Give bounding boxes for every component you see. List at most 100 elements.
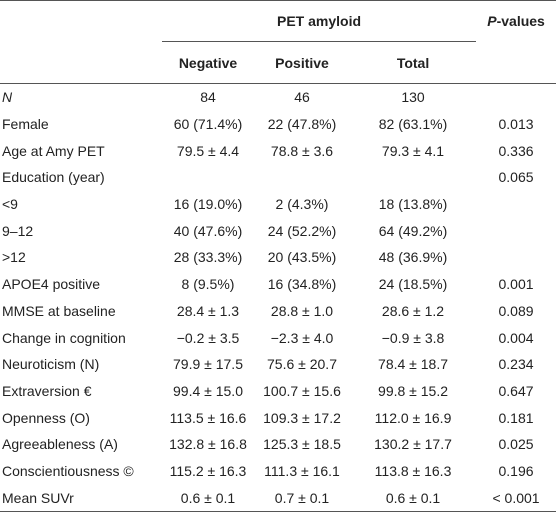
cell: 8 (9.5%)	[181, 276, 235, 293]
table-row: Change in cognition −0.2 ± 3.5 −2.3 ± 4.0 −…	[0, 324, 556, 351]
table-row: Openness (O) 113.5 ± 16.6 109.3 ± 17.2 112.…	[0, 404, 556, 431]
p-value: 0.001	[498, 276, 534, 293]
table-row: Agreeableness (A) 132.8 ± 16.8 125.3 ± 18.…	[0, 431, 556, 458]
cell: 60 (71.4%)	[173, 116, 243, 133]
group-header: PET amyloid	[162, 0, 477, 42]
p-value	[476, 191, 556, 218]
table-row: Age at Amy PET 79.5 ± 4.4 78.8 ± 3.6 79.3 ±…	[0, 137, 556, 164]
cell: 24 (18.5%)	[378, 276, 448, 293]
p-value: 0.025	[498, 436, 534, 453]
cell: 79.3 ± 4.1	[381, 142, 445, 159]
cell: 0.7 ± 0.1	[254, 484, 350, 513]
row-label: >12	[2, 249, 26, 266]
cell: 16 (19.0%)	[173, 196, 243, 213]
table-row: Conscientiousness © 115.2 ± 16.3 111.3 ± 1…	[0, 458, 556, 485]
p-value: 0.181	[498, 409, 534, 426]
cell: 109.3 ± 17.2	[263, 409, 341, 426]
row-label: Conscientiousness ©	[2, 462, 134, 479]
column-header: Total	[350, 41, 477, 84]
row-label: Openness (O)	[2, 409, 90, 426]
cell	[350, 164, 476, 191]
cell: 64 (49.2%)	[378, 222, 448, 239]
row-label: APOE4 positive	[2, 276, 101, 293]
row-label: Agreeableness (A)	[2, 436, 118, 453]
row-label: 9–12	[2, 222, 34, 239]
cell: −2.3 ± 4.0	[270, 329, 334, 346]
cell: 99.8 ± 15.2	[378, 382, 448, 399]
cell: 16 (34.8%)	[267, 276, 337, 293]
column-header: Positive	[254, 41, 350, 84]
cell: 20 (43.5%)	[267, 249, 337, 266]
row-label: Extraversion €	[2, 382, 92, 399]
p-value	[476, 244, 556, 271]
cell: 28.4 ± 1.3	[176, 302, 240, 319]
cell: 28.6 ± 1.2	[381, 302, 445, 319]
cell: −0.9 ± 3.8	[381, 329, 445, 346]
cell: 0.6 ± 0.1	[162, 484, 254, 513]
cell: 112.0 ± 16.9	[374, 409, 452, 426]
header-row: PET amyloid P-values	[0, 0, 556, 42]
row-label: <9	[2, 196, 18, 213]
p-header: P-values	[476, 0, 556, 42]
table-row: 9–12 40 (47.6%) 24 (52.2%) 64 (49.2%)	[0, 217, 556, 244]
row-label: N	[2, 89, 13, 106]
cell: 100.7 ± 15.6	[263, 382, 341, 399]
p-value	[476, 84, 556, 111]
cell: 75.6 ± 20.7	[267, 356, 337, 373]
p-value: 0.336	[498, 142, 534, 159]
cell: 24 (52.2%)	[267, 222, 337, 239]
cell: 18 (13.8%)	[378, 196, 448, 213]
cell: 113.5 ± 16.6	[169, 409, 247, 426]
p-value: 0.089	[498, 302, 534, 319]
cell: 79.9 ± 17.5	[173, 356, 243, 373]
subheader-row: Negative Positive Total	[0, 41, 556, 84]
cell: 130	[401, 89, 425, 106]
cell: 111.3 ± 16.1	[264, 462, 340, 479]
p-header-italic: P	[487, 13, 497, 30]
table-row: MMSE at baseline 28.4 ± 1.3 28.8 ± 1.0 28.6…	[0, 298, 556, 325]
p-value: 0.234	[498, 356, 534, 373]
p-value: 0.013	[498, 116, 534, 133]
cell: 2 (4.3%)	[275, 196, 329, 213]
cell: 130.2 ± 17.7	[374, 436, 452, 453]
table-row: Mean SUVr 0.6 ± 0.1 0.7 ± 0.1 0.6 ± 0.1 < 0.…	[0, 484, 556, 513]
row-label: Age at Amy PET	[2, 142, 105, 159]
cell: 113.8 ± 16.3	[374, 462, 452, 479]
cell: 48 (36.9%)	[378, 249, 448, 266]
cell: 28 (33.3%)	[173, 249, 243, 266]
cell: 99.4 ± 15.0	[173, 382, 243, 399]
cell: 125.3 ± 18.5	[263, 436, 341, 453]
table-row: <9 16 (19.0%) 2 (4.3%) 18 (13.8%)	[0, 191, 556, 218]
row-label: MMSE at baseline	[2, 302, 116, 319]
table-row: >12 28 (33.3%) 20 (43.5%) 48 (36.9%)	[0, 244, 556, 271]
table-row: Female 60 (71.4%) 22 (47.8%) 82 (63.1%) 0.01…	[0, 111, 556, 138]
cell: 46	[294, 89, 310, 106]
header-empty	[0, 41, 162, 84]
p-value: 0.004	[498, 329, 534, 346]
p-value: 0.065	[498, 169, 534, 186]
cell	[162, 164, 254, 191]
row-label: Change in cognition	[2, 329, 126, 346]
cell: 40 (47.6%)	[173, 222, 243, 239]
row-label: Education (year)	[2, 169, 105, 186]
cell: 115.2 ± 16.3	[169, 462, 247, 479]
p-value: 0.196	[498, 462, 534, 479]
p-value	[476, 217, 556, 244]
p-value: 0.647	[498, 382, 534, 399]
cell: 78.8 ± 3.6	[270, 142, 334, 159]
cell: 79.5 ± 4.4	[176, 142, 240, 159]
table-row: Neuroticism (N) 79.9 ± 17.5 75.6 ± 20.7 78.…	[0, 351, 556, 378]
cell: 132.8 ± 16.8	[169, 436, 247, 453]
cell: 84	[200, 89, 216, 106]
cell: 28.8 ± 1.0	[270, 302, 334, 319]
table-row: APOE4 positive 8 (9.5%) 16 (34.8%) 24 (18.5…	[0, 271, 556, 298]
cell: 78.4 ± 18.7	[378, 356, 448, 373]
table-row: Education (year) 0.065	[0, 164, 556, 191]
cell: 82 (63.1%)	[378, 116, 448, 133]
table-body: N 84 46 130 Female 60 (71.4%) 22 (47.8%) 82 (63…	[0, 84, 556, 513]
data-table: PET amyloid P-values Negative Positive T…	[0, 0, 556, 513]
cell: 0.6 ± 0.1	[350, 484, 477, 513]
row-label: Neuroticism (N)	[2, 356, 100, 373]
cell: 22 (47.8%)	[267, 116, 337, 133]
